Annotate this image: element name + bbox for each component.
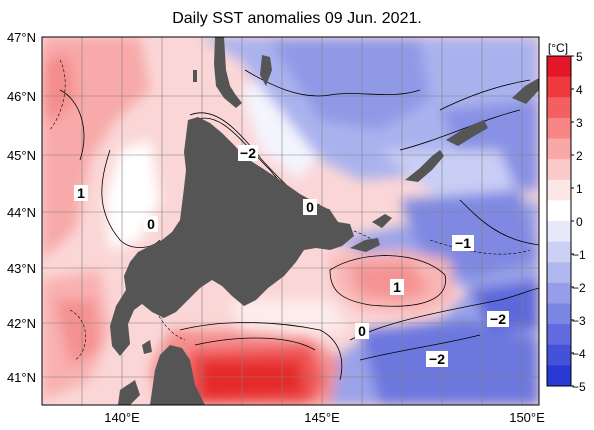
colorbar-segment: [547, 365, 571, 387]
colorbar-segment: [547, 282, 571, 304]
lon-label: 145°E: [304, 410, 340, 425]
colorbar-segment: [547, 262, 571, 284]
colorbar-tick: −2: [572, 281, 586, 295]
contour-label: 0: [306, 199, 314, 215]
anomaly-field: [42, 37, 539, 405]
colorbar-segment: [547, 76, 571, 98]
map-frame: [41, 36, 540, 406]
colorbar-segment: [547, 138, 571, 160]
colorbar-segment: [547, 303, 571, 325]
colorbar-tick: 3: [576, 116, 583, 130]
colorbar-ticks: 5 4 3 2 1 0 −1 −2 −3 −4 −5: [572, 50, 586, 394]
colorbar-tick: 1: [576, 182, 583, 196]
lat-label: 45°N: [7, 148, 36, 163]
colorbar-unit: [°C]: [548, 41, 568, 55]
lat-label: 41°N: [7, 370, 36, 385]
colorbar-tick: 2: [576, 149, 583, 163]
colorbar-segment: [547, 344, 571, 366]
land: [110, 37, 539, 405]
contour-label: 0: [358, 323, 366, 339]
colorbar-tick: 4: [576, 83, 583, 97]
lat-axis: 47°N 46°N 45°N 44°N 43°N 42°N 41°N: [7, 30, 36, 385]
colorbar: [546, 55, 574, 387]
lon-label: 140°E: [104, 410, 140, 425]
contour-label: 1: [77, 185, 85, 201]
colorbar-segment: [547, 179, 571, 201]
colorbar-segment: [547, 324, 571, 346]
colorbar-segment: [547, 97, 571, 119]
colorbar-segment: [547, 56, 571, 78]
contour-label: 0: [147, 216, 155, 232]
lat-label: 44°N: [7, 205, 36, 220]
lat-label: 46°N: [7, 89, 36, 104]
colorbar-segment: [547, 221, 571, 243]
contour-labels: −2 0 1 0 −1 1 0 −2 −2: [74, 145, 509, 367]
contour-label: −2: [490, 311, 506, 327]
colorbar-segment: [547, 200, 571, 222]
colorbar-segment: [547, 241, 571, 263]
lon-label: 150°E: [509, 410, 545, 425]
colorbar-segment: [547, 117, 571, 139]
colorbar-tick: 5: [576, 50, 583, 64]
map-title: Daily SST anomalies 09 Jun. 2021.: [172, 10, 422, 27]
colorbar-segment: [547, 159, 571, 181]
lat-label: 47°N: [7, 30, 36, 45]
lat-label: 42°N: [7, 316, 36, 331]
colorbar-tick: −4: [572, 347, 586, 361]
colorbar-tick: 0: [576, 215, 583, 229]
contour-label: −1: [455, 235, 471, 251]
contour-label: −2: [240, 145, 256, 161]
contour-label: 1: [393, 279, 401, 295]
colorbar-tick: −3: [572, 314, 586, 328]
lon-axis: 140°E 145°E 150°E: [104, 410, 545, 425]
colorbar-tick: −1: [572, 248, 586, 262]
lat-label: 43°N: [7, 261, 36, 276]
contour-label: −2: [429, 351, 445, 367]
colorbar-tick: −5: [572, 380, 586, 394]
